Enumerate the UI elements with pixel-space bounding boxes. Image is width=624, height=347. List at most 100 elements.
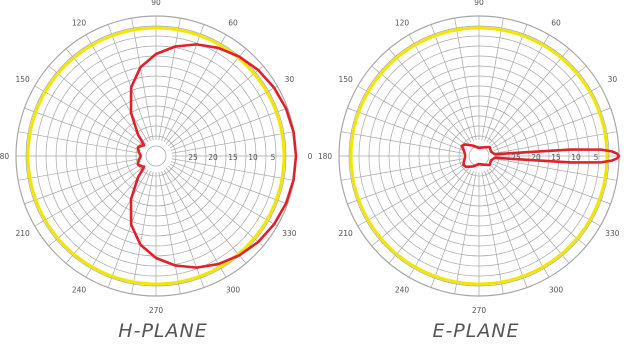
e-plane-angle-label: 120 bbox=[395, 19, 410, 28]
e-plane-angle-label: 180 bbox=[318, 152, 333, 161]
e-plane-grid-spoke bbox=[430, 170, 474, 288]
e-plane-grid-spoke bbox=[341, 158, 464, 181]
e-plane-grid-spoke bbox=[492, 163, 601, 227]
e-plane-radial-label: 15 bbox=[551, 153, 561, 162]
e-plane-pattern-line bbox=[460, 143, 621, 169]
h-plane-grid-spoke bbox=[48, 166, 144, 247]
h-plane-reference-ring bbox=[26, 26, 286, 286]
h-plane-grid-spoke bbox=[24, 161, 142, 205]
e-plane-grid-spoke bbox=[494, 131, 617, 154]
e-plane-grid-spoke bbox=[357, 85, 466, 149]
e-plane-grid-spoke bbox=[484, 170, 528, 288]
e-plane-grid-spoke bbox=[493, 161, 611, 205]
h-plane-grid-spoke bbox=[171, 131, 294, 154]
h-plane-grid-spoke bbox=[161, 24, 205, 142]
h-plane-grid-spoke bbox=[158, 18, 181, 141]
h-plane-grid-spoke bbox=[170, 161, 288, 205]
h-plane-grid-spoke bbox=[48, 65, 144, 146]
h-plane-grid-spoke bbox=[85, 169, 149, 278]
e-plane-radial-label: 20 bbox=[531, 153, 541, 162]
e-plane-grid-spoke bbox=[388, 168, 469, 264]
e-plane-grid-ring bbox=[468, 145, 490, 167]
h-plane-grid-spoke bbox=[168, 65, 264, 146]
h-plane-grid-spoke bbox=[170, 107, 288, 151]
h-plane-radial-label: 15 bbox=[228, 153, 238, 162]
e-plane-angle-label: 330 bbox=[605, 229, 620, 238]
e-plane-radial-label: 10 bbox=[571, 153, 581, 162]
h-plane-angle-label: 270 bbox=[149, 306, 164, 315]
e-plane-angle-label: 90 bbox=[474, 0, 484, 7]
e-plane-angle-label: 150 bbox=[338, 75, 353, 84]
h-plane-grid-spoke bbox=[158, 171, 181, 294]
h-plane-grid-spoke bbox=[18, 158, 141, 181]
h-plane-angle-label: 300 bbox=[226, 285, 241, 294]
e-plane-angle-label: 30 bbox=[608, 75, 618, 84]
h-plane-grid-spoke bbox=[131, 18, 154, 141]
h-plane-grid-spoke bbox=[171, 158, 294, 181]
h-plane-pattern-line bbox=[129, 43, 298, 269]
e-plane-grid-spoke bbox=[341, 131, 464, 154]
h-plane-grid-spoke bbox=[161, 170, 205, 288]
e-plane-title: E-PLANE bbox=[432, 320, 520, 342]
e-plane-grid-spoke bbox=[486, 169, 550, 278]
e-plane-grid-spoke bbox=[491, 65, 587, 146]
h-plane-angle-label: 330 bbox=[282, 229, 297, 238]
h-plane-angle-label: 90 bbox=[151, 0, 161, 7]
e-plane-grid-spoke bbox=[494, 158, 617, 181]
e-plane-grid-spoke bbox=[481, 171, 504, 294]
h-plane-grid-spoke bbox=[65, 168, 146, 264]
e-plane-grid-spoke bbox=[454, 18, 477, 141]
h-plane-grid-spoke bbox=[85, 34, 149, 143]
h-plane-grid-spoke bbox=[163, 169, 227, 278]
e-plane-grid-spoke bbox=[408, 34, 472, 143]
h-plane-grid-spoke bbox=[18, 131, 141, 154]
h-plane-grid-spoke bbox=[24, 107, 142, 151]
e-plane-grid-spoke bbox=[491, 166, 587, 247]
h-plane-grid-spoke bbox=[107, 170, 151, 288]
h-plane-grid-spoke bbox=[65, 48, 146, 144]
e-plane-angle-label: 210 bbox=[338, 229, 353, 238]
h-plane-radial-label: 20 bbox=[208, 153, 218, 162]
h-plane-grid-spoke bbox=[107, 24, 151, 142]
e-plane-radial-label: 5 bbox=[594, 153, 599, 162]
e-plane-grid-spoke bbox=[493, 107, 611, 151]
h-plane-grid-spoke bbox=[131, 171, 154, 294]
h-plane-radial-label: 10 bbox=[248, 153, 258, 162]
h-plane-angle-label: 0 bbox=[308, 152, 313, 161]
h-plane-angle-label: 30 bbox=[285, 75, 295, 84]
e-plane-grid-spoke bbox=[430, 24, 474, 142]
e-plane-grid-spoke bbox=[408, 169, 472, 278]
h-plane-angle-label: 210 bbox=[15, 229, 30, 238]
h-plane-angle-label: 180 bbox=[0, 152, 9, 161]
h-plane-angle-label: 120 bbox=[72, 19, 87, 28]
h-plane-grid-spoke bbox=[163, 34, 227, 143]
h-plane-grid-spoke bbox=[166, 48, 247, 144]
e-plane-grid-spoke bbox=[484, 24, 528, 142]
e-plane-grid-spoke bbox=[371, 166, 467, 247]
e-plane-grid-spoke bbox=[371, 65, 467, 146]
e-plane-grid-spoke bbox=[347, 107, 465, 151]
e-plane-grid-spoke bbox=[489, 48, 570, 144]
h-plane-grid-spoke bbox=[34, 163, 143, 227]
h-plane-radial-label: 5 bbox=[271, 153, 276, 162]
e-plane-angle-label: 300 bbox=[549, 285, 564, 294]
e-plane-grid-spoke bbox=[489, 168, 570, 264]
h-plane-grid-spoke bbox=[169, 85, 278, 149]
e-plane-reference-ring bbox=[349, 26, 609, 286]
h-plane-radial-label: 25 bbox=[188, 153, 198, 162]
e-plane-radial-label: 25 bbox=[511, 153, 521, 162]
e-plane-grid-spoke bbox=[486, 34, 550, 143]
h-plane-grid-spoke bbox=[34, 85, 143, 149]
h-plane-grid-spoke bbox=[168, 166, 264, 247]
h-plane-chart: 5 10 15 20 25 0 30 60 90 120 150 180 210 240 270 300 330 bbox=[0, 0, 313, 315]
h-plane-grid-spoke bbox=[169, 163, 278, 227]
e-plane-grid-spoke bbox=[481, 18, 504, 141]
h-plane-grid-spoke bbox=[166, 168, 247, 264]
h-plane-title: H-PLANE bbox=[118, 320, 208, 342]
e-plane-grid-spoke bbox=[454, 171, 477, 294]
e-plane-grid-spoke bbox=[357, 163, 466, 227]
h-plane-angle-label: 240 bbox=[72, 285, 87, 294]
e-plane-angle-label: 270 bbox=[472, 306, 487, 315]
e-plane-grid-spoke bbox=[388, 48, 469, 144]
